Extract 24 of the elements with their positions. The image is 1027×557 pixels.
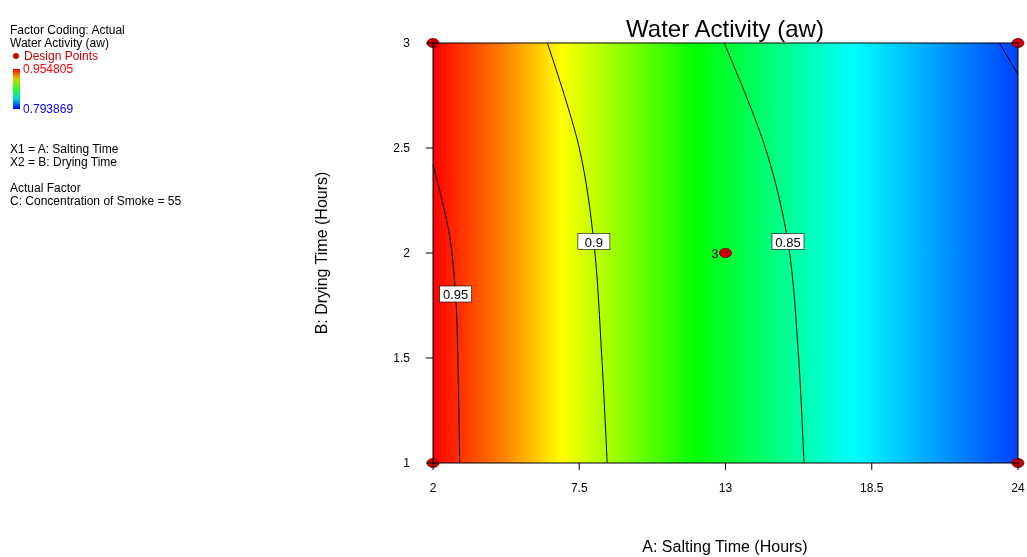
x-tick-label: 2 [429,481,437,495]
y-tick-label: 3 [403,36,411,50]
text: X1 = A: Salting Time [10,142,119,156]
legend-label: Design Points [24,49,99,63]
color-bar-title: Water Activity (aw) [10,36,109,50]
text: C: Concentration of Smoke = 55 [10,194,182,208]
y-tick-label: 2 [403,246,411,260]
x-tick-label: 13 [718,481,733,495]
x-tick-label: 24 [1011,481,1025,495]
y-axis-title: B: Drying Time (Hours) [313,171,330,335]
y-tick-label: 2.5 [393,141,411,155]
y-tick-label: 1.5 [393,351,411,365]
color-bar-label: 0.793869 [23,102,74,116]
text: Factor Coding: Actual [10,23,125,37]
point [719,248,732,258]
x-tick-label: 7.5 [570,481,588,495]
chart-title: Water Activity (aw) [626,15,824,42]
annotation: 3 [711,246,719,261]
y-tick-label: 1 [403,456,411,470]
x-tick-label: 18.5 [860,481,884,495]
x-axis-title: A: Salting Time (Hours) [642,538,808,555]
text: Actual Factor [10,181,81,195]
color-bar-label: 0.954805 [23,62,74,76]
text: X2 = B: Drying Time [10,155,118,169]
